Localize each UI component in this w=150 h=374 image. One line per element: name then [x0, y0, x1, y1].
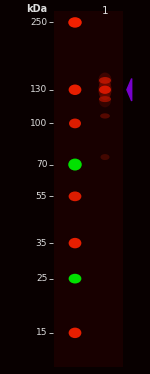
Ellipse shape	[68, 159, 82, 171]
Text: 100: 100	[30, 119, 47, 128]
Ellipse shape	[69, 85, 81, 95]
Ellipse shape	[68, 17, 82, 28]
Ellipse shape	[69, 274, 81, 283]
Ellipse shape	[69, 119, 81, 128]
Text: 35: 35	[36, 239, 47, 248]
Ellipse shape	[99, 93, 111, 107]
Polygon shape	[127, 79, 132, 101]
Ellipse shape	[100, 154, 109, 160]
Text: 1: 1	[102, 6, 108, 16]
Ellipse shape	[69, 328, 81, 338]
Text: 25: 25	[36, 274, 47, 283]
Text: 15: 15	[36, 328, 47, 337]
Ellipse shape	[99, 96, 111, 102]
Text: 250: 250	[30, 18, 47, 27]
Bar	[54, 11, 123, 367]
Text: 55: 55	[36, 192, 47, 201]
Ellipse shape	[69, 191, 81, 201]
Ellipse shape	[99, 77, 111, 84]
Ellipse shape	[99, 86, 111, 94]
Text: 130: 130	[30, 85, 47, 94]
Ellipse shape	[100, 113, 110, 119]
Ellipse shape	[69, 238, 81, 248]
Ellipse shape	[98, 79, 112, 100]
Text: kDa: kDa	[26, 4, 47, 14]
Text: 70: 70	[36, 160, 47, 169]
Ellipse shape	[98, 73, 112, 88]
